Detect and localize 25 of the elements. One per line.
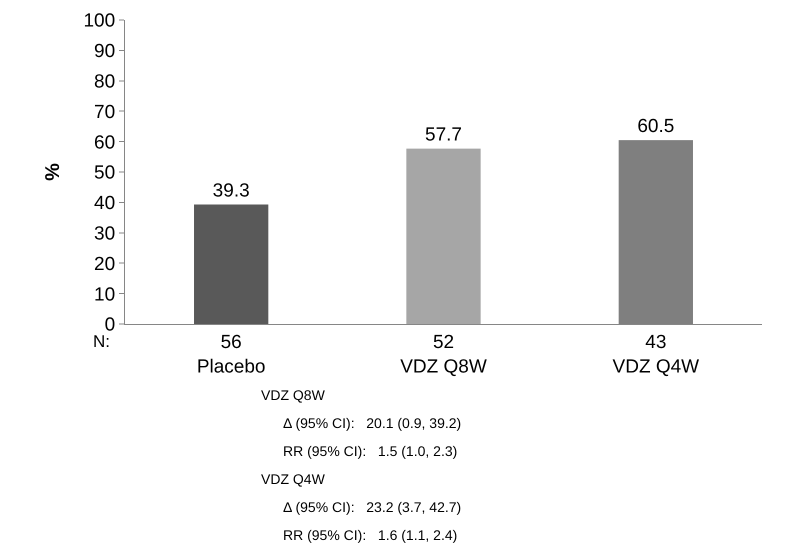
y-tick-label: 10 xyxy=(94,284,116,306)
y-tick-label: 20 xyxy=(94,254,116,275)
y-tick-label: 30 xyxy=(94,223,116,244)
text: VDZ Q4W xyxy=(261,471,326,487)
data-label: 60.5 xyxy=(637,116,674,138)
y-tick-label: 60 xyxy=(94,132,116,154)
y-tick-label: 70 xyxy=(94,102,116,123)
text: RR (95% CI): 1.5 (1.0, 2.3) xyxy=(283,443,458,459)
text: VDZ Q8W xyxy=(261,387,326,403)
y-tick-label: 90 xyxy=(94,41,116,62)
x-tick-label: 43 VDZ Q4W xyxy=(612,332,700,378)
y-tick-label: 50 xyxy=(94,162,116,184)
text: Δ (95% CI): 23.2 (3.7, 42.7) xyxy=(283,499,462,515)
bar xyxy=(194,204,268,324)
bar xyxy=(406,148,481,324)
data-label: 39.3 xyxy=(212,180,250,202)
y-axis-title: % xyxy=(42,162,64,181)
y-tick-label: 40 xyxy=(94,193,116,214)
y-tick-label: 100 xyxy=(83,10,116,32)
x-tick-label: 56 Placebo xyxy=(196,332,266,378)
data-label: 57.7 xyxy=(425,124,462,146)
x-tick-label: 52 VDZ Q8W xyxy=(400,332,487,378)
text: Δ (95% CI): 20.1 (0.9, 39.2) xyxy=(283,415,462,431)
text: RR (95% CI): 1.6 (1.1, 2.4) xyxy=(283,527,458,543)
y-tick-label: 80 xyxy=(94,71,116,92)
